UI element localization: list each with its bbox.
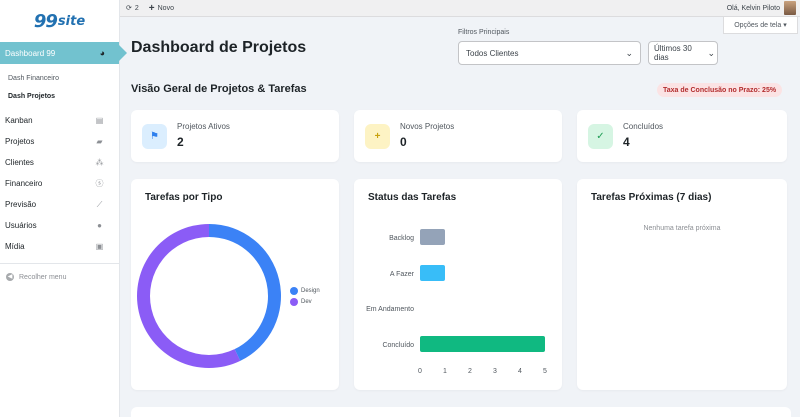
donut-slice-dev[interactable] [136,224,241,368]
collapse-label: Recolher menu [19,273,67,281]
collapse-arrow-icon: ◀ [6,273,14,281]
bar-backlog[interactable] [420,229,445,245]
brand-logo[interactable]: 99 site [33,10,86,32]
avatar [784,1,796,15]
legend-item-dev[interactable]: Dev [290,296,320,307]
updates-count: 2 [134,4,139,12]
sidebar-item-midia[interactable]: Mídia ▣ [5,242,104,251]
task-status-bar-chart: Backlog A Fazer Em Andamento Concluído 0 1 2 3 4… [366,229,547,375]
pie-chart-icon: ◕ [99,48,105,58]
chevron-down-icon: ⌄ [707,47,715,58]
greeting: Olá, Kelvin Piloto [726,4,780,12]
page-title: Dashboard de Projetos [131,39,307,56]
stat-card-new-projects: + Novos Projetos 0 [354,110,562,162]
task-status-card: Status das Tarefas Backlog A Fazer Em Anda… [354,179,562,390]
x-tick-label: 2 [468,368,472,375]
sidebar: 99 site Dashboard 99 ◕ Dash Financeiro Da… [0,0,127,417]
table-icon: ▤ [95,116,104,125]
stat-card-completed: ✓ Concluídos 4 [577,110,787,162]
donut-legend: Design Dev [290,285,320,307]
submenu-dash-financeiro[interactable]: Dash Financeiro [8,75,59,82]
bar-label: Backlog [389,235,414,242]
sidebar-item-kanban[interactable]: Kanban ▤ [5,116,104,125]
donut-slice-design[interactable] [209,224,281,361]
user-icon: ● [97,221,102,230]
sidebar-item-financeiro[interactable]: Financeiro ⓢ [5,179,104,188]
x-tick-label: 0 [418,368,422,375]
media-icon: ▣ [95,242,104,251]
plus-icon: + [365,124,390,149]
sidebar-item-usuarios[interactable]: Usuários ● [0,215,119,236]
x-tick-label: 5 [543,368,547,375]
sidebar-item-dashboard[interactable]: Dashboard 99 ◕ [0,42,127,64]
submenu-dash-projetos[interactable]: Dash Projetos [8,93,56,100]
updates-icon: ⟳ [126,5,132,12]
chevron-down-icon: ▾ [783,22,787,29]
bottom-card [131,407,791,417]
x-tick-label: 3 [493,368,497,375]
new-label: Novo [157,4,174,12]
upcoming-tasks-card: Tarefas Próximas (7 dias) Nenhuma tarefa… [577,179,787,390]
sidebar-item-projetos[interactable]: Projetos ▰ [0,131,119,152]
plus-icon: + [148,2,155,14]
sidebar-item-label: Dashboard 99 [5,48,56,58]
tasks-by-type-donut [136,224,281,368]
chevron-down-icon: ⌄ [625,47,633,58]
folder-icon: ▰ [96,137,103,146]
bar-label: Em Andamento [366,306,414,313]
bar-concluído[interactable] [420,336,545,352]
x-tick-label: 4 [518,368,522,375]
updates-link[interactable]: ⟳ 2 [126,4,139,13]
period-filter-select[interactable]: Últimos 30 dias ⌄ [648,41,718,65]
empty-message: Nenhuma tarefa próxima [643,225,721,232]
bar-label: A Fazer [390,271,415,278]
screen-options-button[interactable]: Opções de tela ▾ [723,17,798,34]
legend-item-design[interactable]: Design [290,285,320,296]
account-menu[interactable]: Olá, Kelvin Piloto [727,1,800,15]
stat-card-active-projects: ⚑ Projetos Ativos 2 [131,110,339,162]
check-icon: ✓ [588,124,613,149]
money-icon: ⓢ [95,179,104,188]
bar-a-fazer[interactable] [420,265,445,281]
chart-line-icon: ⟋ [96,199,103,209]
admin-bar: ⟳ 2 + Novo Olá, Kelvin Piloto [0,0,800,17]
flag-icon: ⚑ [142,124,167,149]
groups-icon: ⁂ [95,158,104,167]
sidebar-item-clientes[interactable]: Clientes ⁂ [5,158,104,167]
sidebar-divider [0,263,119,264]
new-content-link[interactable]: + Novo [149,3,174,14]
dashboard-submenu: Dash Financeiro Dash Projetos [0,64,119,110]
tasks-by-type-card: Tarefas por Tipo Design Dev [131,179,339,390]
client-filter-select[interactable]: Todos Clientes ⌄ [458,41,641,65]
x-tick-label: 1 [443,368,447,375]
filters-label: Filtros Principais [458,29,510,36]
bar-label: Concluído [382,342,414,349]
section-title: Visão Geral de Projetos & Tarefas [131,83,307,95]
completion-rate-badge: Taxa de Conclusão no Prazo: 25% [657,83,783,97]
collapse-menu-button[interactable]: ◀ Recolher menu [0,270,119,284]
sidebar-item-previsao[interactable]: Previsão ⟋ [0,194,119,215]
